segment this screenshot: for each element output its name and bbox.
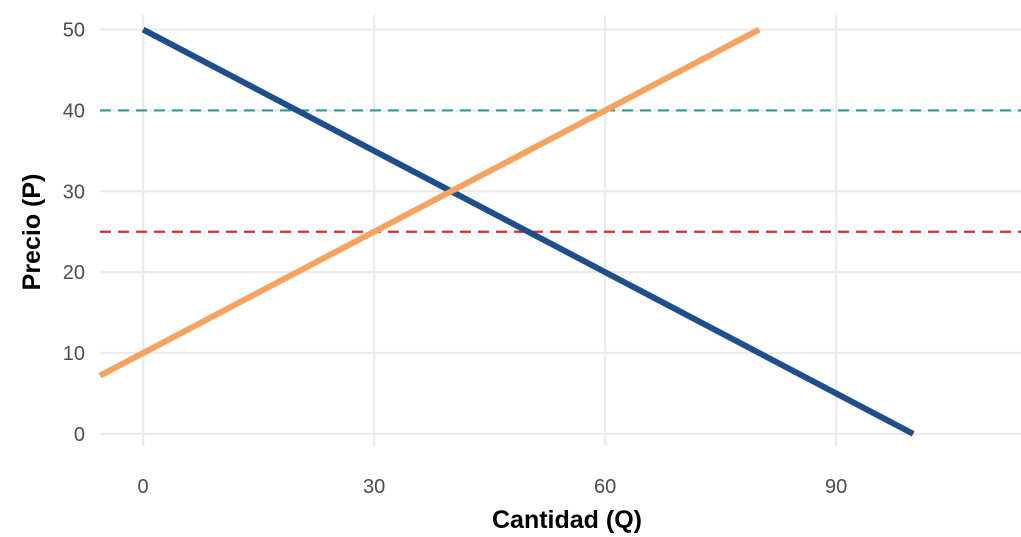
y-tick-label: 20: [63, 262, 85, 284]
series-line: [98, 26, 761, 379]
series-lines: [98, 26, 915, 437]
x-tick-label: 0: [138, 476, 149, 498]
y-axis-ticks: 0 10 20 30 40 50: [63, 20, 85, 446]
x-axis-title: Cantidad (Q): [492, 506, 642, 534]
x-tick-label: 30: [363, 476, 385, 498]
reference-lines: [100, 109, 1021, 233]
y-tick-label: 10: [63, 343, 85, 365]
y-tick-label: 50: [63, 20, 85, 42]
y-axis-title: Precio (P): [18, 174, 46, 291]
x-tick-label: 90: [825, 476, 847, 498]
x-tick-label: 60: [594, 476, 616, 498]
y-tick-label: 30: [63, 181, 85, 203]
y-tick-label: 40: [63, 100, 85, 122]
y-tick-label: 0: [74, 424, 85, 446]
series-line: [141, 26, 915, 437]
x-axis-ticks: 0 30 60 90: [138, 476, 848, 498]
